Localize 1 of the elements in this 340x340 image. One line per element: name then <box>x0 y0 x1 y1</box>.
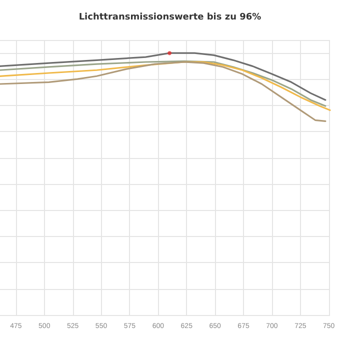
chart-title: Lichttransmissionswerte bis zu 96% <box>78 12 262 22</box>
